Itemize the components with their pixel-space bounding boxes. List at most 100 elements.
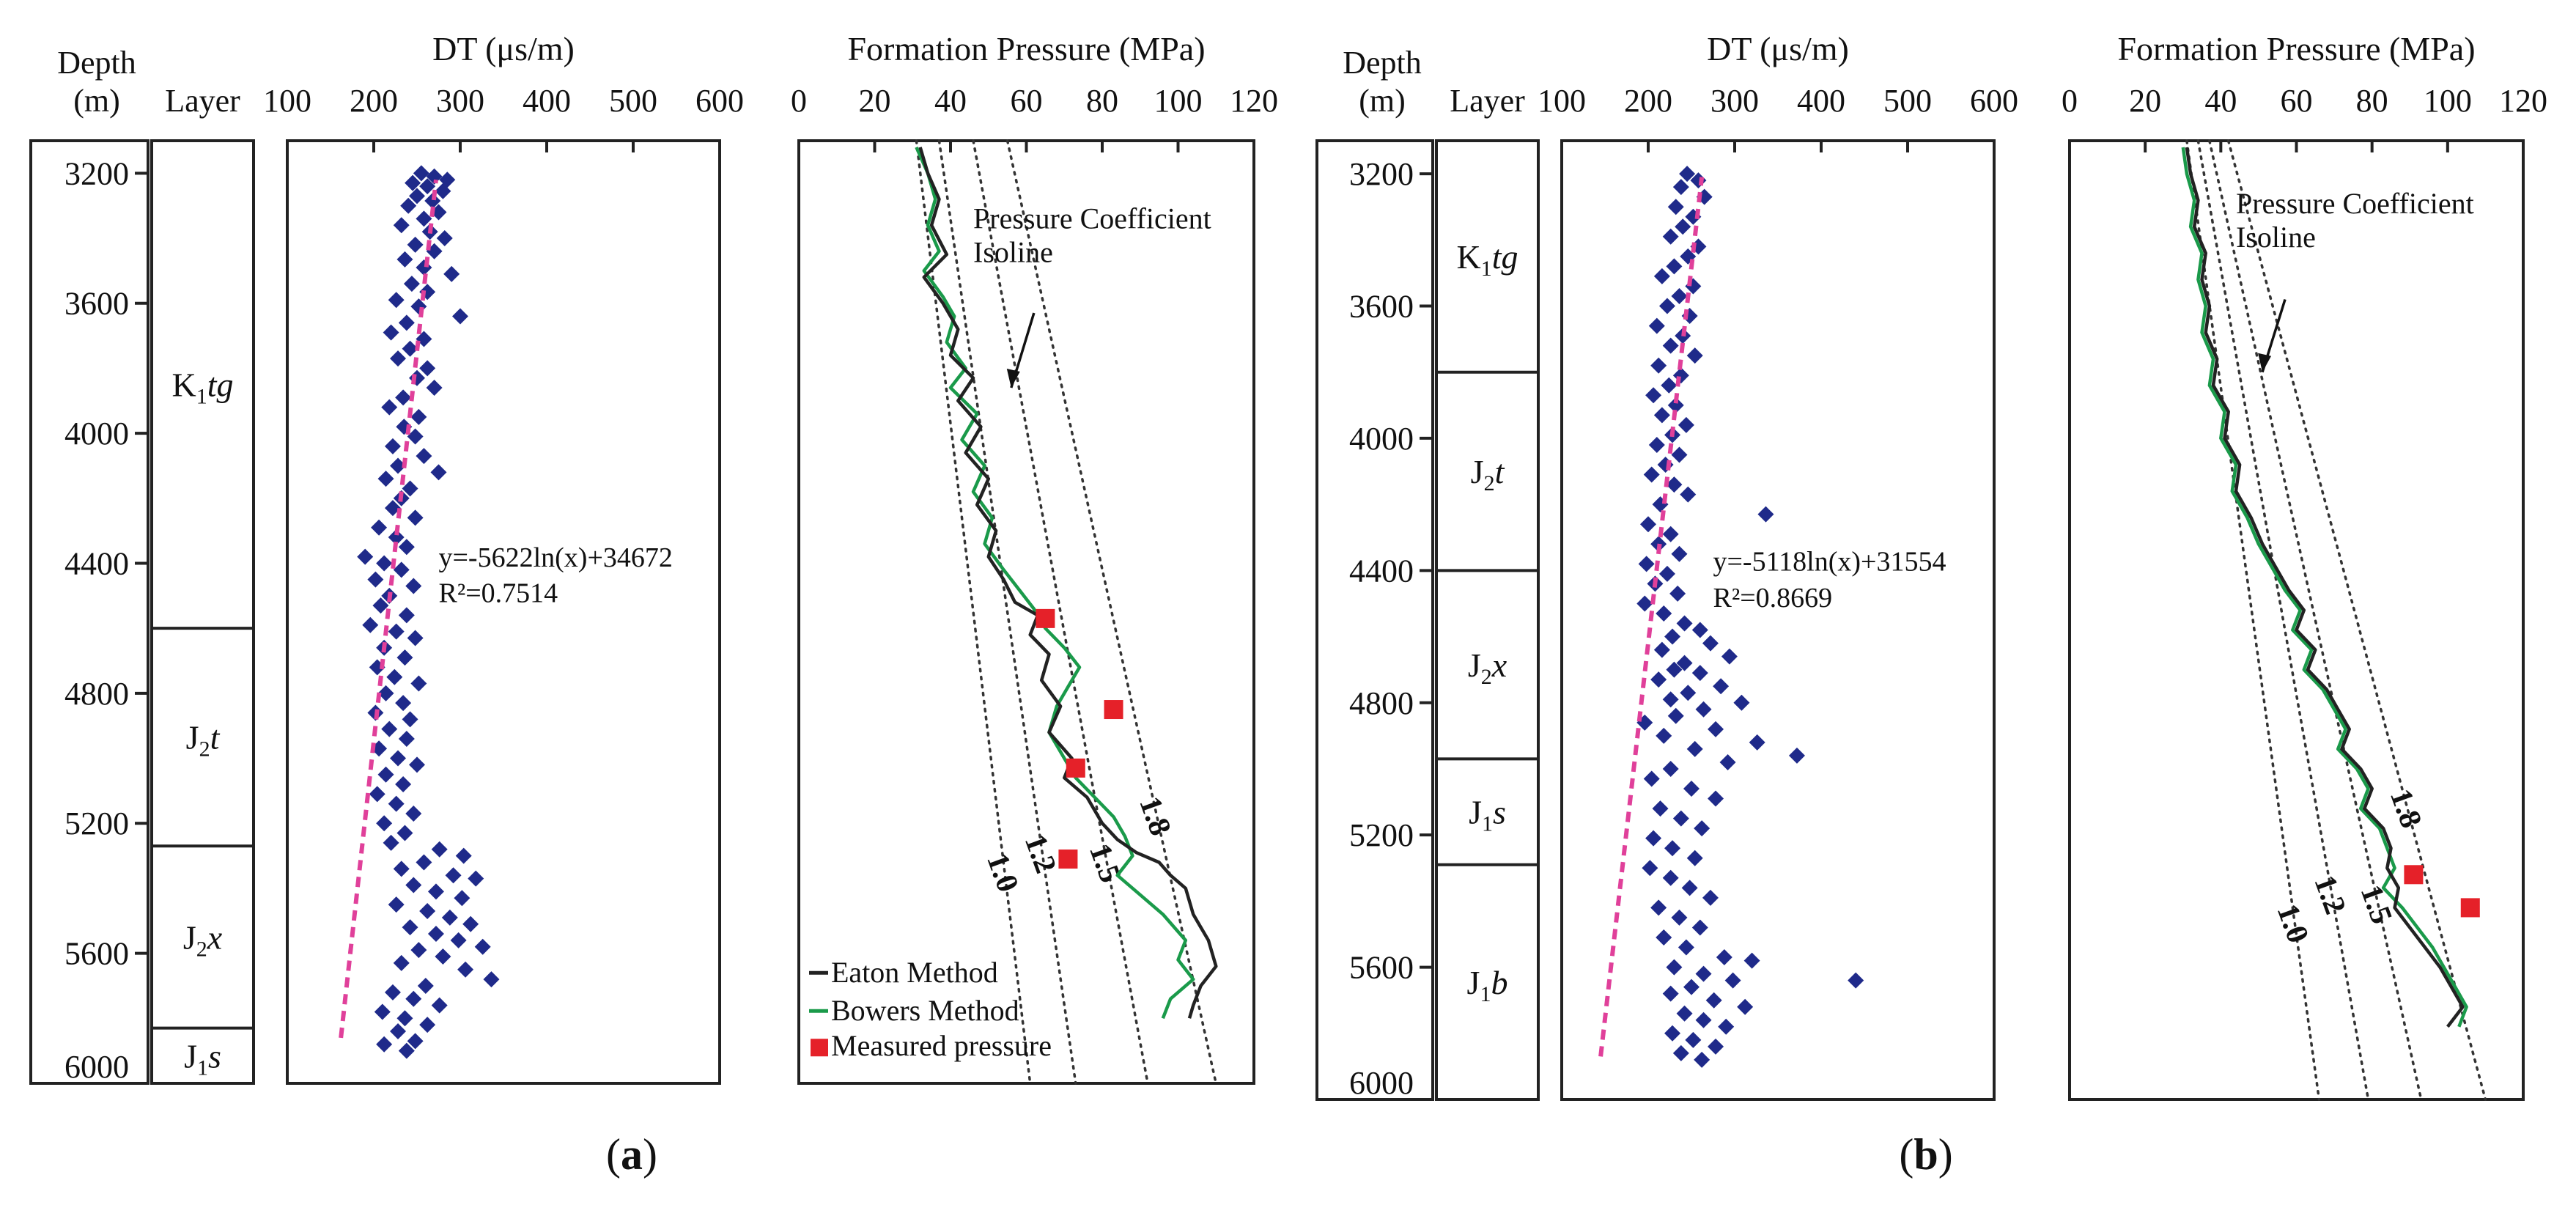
dt-data-point [441,909,458,926]
dt-data-point [388,623,405,640]
depth-title-unit: (m) [73,83,120,119]
dt-data-point [405,174,421,191]
dt-data-point [1662,985,1679,1002]
isoline-annotation-line1: Pressure Coefficient [2236,187,2474,220]
pressure-isoline [915,139,1032,1085]
dt-data-point [1686,740,1703,757]
dt-data-point [390,750,407,767]
dt-data-point [1672,1044,1689,1061]
dt-data-point [1848,972,1864,989]
depth-tick-label: 6000 [64,1049,129,1085]
dt-data-point [1648,436,1665,453]
layer-label: K1tg [171,366,233,409]
dt-data-point [402,480,418,497]
isoline-annotation-line2: Isoline [973,236,1053,269]
dt-data-point [384,438,401,454]
dt-data-point [405,578,422,594]
dt-data-point [1743,952,1760,969]
pressure-tick-label: 60 [2281,83,2313,119]
dt-data-point [376,1036,393,1053]
panel-label-letter: a [621,1130,643,1179]
layer-label: J2x [183,918,223,961]
dt-data-point [1667,199,1684,215]
dt-data-point [1643,770,1660,787]
dt-data-point [407,630,424,646]
layer-label-base: J [1468,646,1481,684]
dt-data-point [416,210,432,227]
dt-data-point [1719,753,1736,770]
dt-data-point [386,668,403,685]
dt-data-point [1658,298,1675,314]
pressure-isoline-label: 1.0 [2270,900,2315,948]
dt-data-point [384,984,401,1001]
depth-title-line1: Depth [57,45,136,81]
layer-label-suffix: x [1491,646,1507,684]
dt-data-point [405,990,422,1007]
dt-data-point [1658,565,1675,582]
panel-label: (a) [606,1130,657,1179]
layer-label-suffix: t [210,719,221,756]
dt-data-point [426,380,443,397]
dt-data-point [1685,1031,1702,1048]
layer-title: Layer [1450,83,1525,119]
dt-tick-label: 100 [1538,83,1586,119]
dt-data-point [1671,909,1688,926]
dt-data-point [1676,615,1693,632]
dt-data-point [398,1042,415,1059]
panel-label: (b) [1899,1130,1952,1179]
dt-data-point [390,1023,407,1040]
pressure-isoline [1005,139,1217,1085]
dt-data-point [1695,1011,1712,1028]
dt-data-point [383,324,399,341]
dt-data-point [416,448,432,465]
dt-data-point [427,883,444,900]
layer-label: J2t [1471,453,1505,495]
dt-data-point [1672,179,1689,196]
dt-data-point [374,1003,391,1020]
dt-data-point [409,756,425,773]
dt-data-point [1679,166,1696,183]
dt-data-point [1662,691,1679,708]
dt-data-point [1667,397,1684,413]
isoline-annotation-arrowhead [1006,369,1020,388]
depth-tick-label: 3600 [64,286,129,322]
dt-data-point [1685,278,1702,295]
layer-label-base: J [184,1037,197,1075]
layer-label-suffix: x [207,918,223,956]
dt-data-point [450,932,467,948]
dt-data-point [371,740,388,757]
dt-data-point [402,919,418,936]
dt-data-point [427,926,444,943]
panel-label-close: ) [1938,1130,1953,1179]
layer-column-frame [150,139,255,1085]
dt-data-point [388,292,405,309]
pressure-tick-label: 40 [934,83,967,119]
dt-data-point [405,877,422,893]
dt-data-point [424,193,441,210]
dt-data-point [410,408,427,425]
dt-data-point [430,464,447,481]
layer-label-subscript: 1 [1482,812,1493,836]
dt-data-point [1718,1018,1735,1035]
legend-bowers-label: Bowers Method [831,994,1019,1027]
pressure-isoline [2196,139,2370,1101]
layer-label-suffix: s [1493,794,1506,831]
dt-data-point [1686,850,1703,866]
dt-trend-line [1598,177,1705,1057]
pressure-isoline-label: 1.8 [2383,785,2428,833]
dt-tick-label: 500 [1883,83,1932,119]
pressure-isoline-label: 1.2 [1018,830,1063,877]
dt-data-point [454,890,470,907]
dt-data-point [369,786,385,803]
dt-data-point [1664,628,1681,645]
layer-label-base: K [1456,238,1480,276]
dt-data-point [1691,665,1708,682]
panel-label-open: ( [1899,1130,1913,1179]
dt-data-point [1672,810,1689,827]
pressure-tick-label: 20 [2129,83,2161,119]
dt-data-point [1636,595,1653,612]
dt-data-point [1652,800,1669,817]
depth-tick-label: 6000 [1349,1065,1414,1101]
dt-data-point [417,977,434,994]
